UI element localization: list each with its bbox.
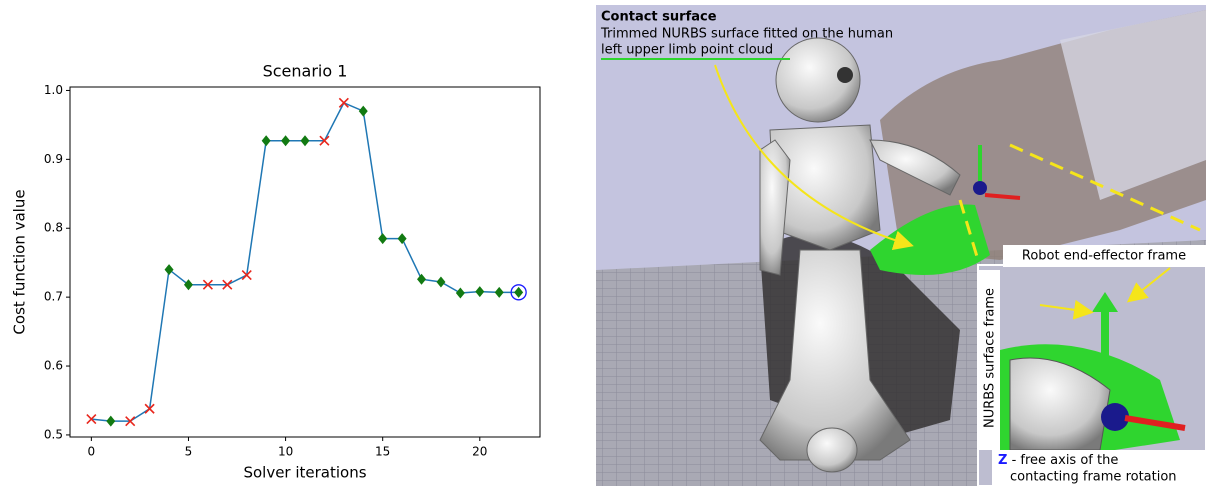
diamond-marker [475,286,485,298]
y-axis-label: Cost function value [11,189,29,334]
surface-frame-label: NURBS surface frame [983,288,998,428]
y-tick-label: 0.8 [44,221,63,235]
y-tick-label: 0.5 [44,427,63,441]
y-tick-label: 0.7 [44,290,63,304]
chart-title: Scenario 1 [263,62,348,81]
panel-title: Contact surface [601,10,717,25]
line [91,101,519,422]
diamond-marker [106,415,116,427]
axis-note-text: contacting frame rotation [1010,470,1177,485]
diamond-marker [436,276,446,288]
axis-letter: Z [998,453,1007,468]
diamond-marker [378,233,388,245]
x-marker [144,403,155,414]
axis-note: Z - free axis of the [998,453,1118,468]
x-tick-label: 10 [278,445,293,459]
x-marker [86,414,97,425]
x-marker [202,279,213,290]
plot-frame [69,86,541,438]
diamond-marker [514,286,524,298]
x-tick-label: 20 [472,445,487,459]
axis-note-text: - free axis of the [1007,453,1118,468]
diamond-marker [261,135,271,147]
end-effector-label: Robot end-effector frame [1022,249,1186,264]
highlight-circle [510,284,527,301]
x-axis-label: Solver iterations [243,464,366,482]
render-panel: Contact surface Trimmed NURBS surface fi… [596,5,1206,486]
y-tick-label: 0.6 [44,359,63,373]
diamond-marker [455,287,465,299]
diamond-marker [358,105,368,117]
x-tick-label: 0 [88,445,96,459]
panel-description: left upper limb point cloud [601,43,773,58]
y-tick-label: 0.9 [44,152,63,166]
diamond-marker [164,264,174,276]
diamond-marker [281,135,291,147]
x-marker [241,270,252,281]
x-marker [222,279,233,290]
x-tick-label: 15 [375,445,390,459]
diamond-marker [300,135,310,147]
diamond-marker [397,233,407,245]
diamond-marker [183,279,193,291]
diamond-marker [494,286,504,298]
panel-description: Trimmed NURBS surface fitted on the huma… [600,27,893,42]
x-marker [338,97,349,108]
x-marker [125,416,136,427]
x-tick-label: 5 [185,445,193,459]
diamond-marker [417,273,427,285]
x-marker [319,135,330,146]
y-tick-label: 1.0 [44,83,63,97]
